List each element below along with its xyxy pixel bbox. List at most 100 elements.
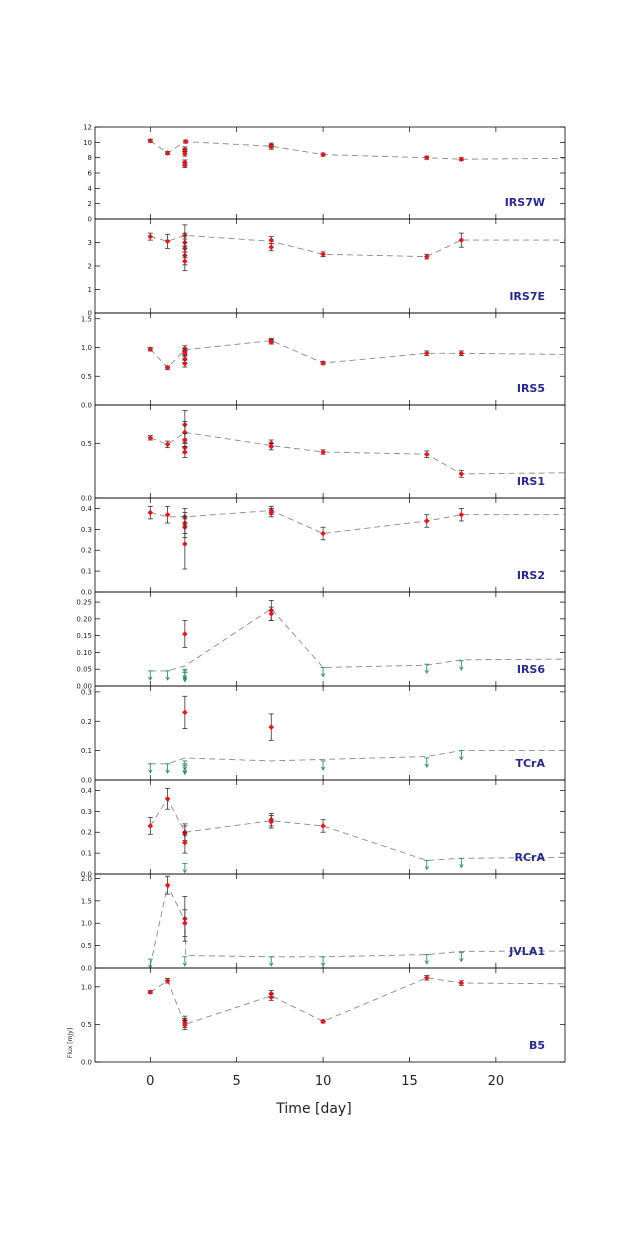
y-tick-label: 0.0 — [81, 495, 92, 503]
y-tick-label: 0.4 — [81, 787, 93, 795]
data-point — [164, 505, 171, 524]
panel-frame — [94, 967, 566, 1063]
data-point — [458, 508, 465, 522]
detection-marker — [458, 471, 465, 477]
y-tick-label: 0.3 — [81, 808, 92, 816]
detection-marker — [320, 530, 326, 537]
upper-limit-arrow — [320, 962, 326, 967]
detection-marker — [181, 360, 188, 367]
data-point — [147, 232, 154, 241]
detection-marker — [268, 994, 275, 1001]
data-point — [320, 1018, 326, 1025]
y-tick-label: 0.5 — [81, 440, 92, 448]
data-point — [164, 977, 171, 984]
upper-limit-arrow — [424, 960, 429, 965]
y-tick-label: 0.4 — [81, 505, 93, 513]
upper-limit — [458, 951, 464, 963]
panel-tcra: 0.0 0.1 0.2 0.3 TCrA — [81, 685, 566, 785]
detection-marker — [458, 511, 465, 518]
y-tick-label: 0.2 — [81, 829, 92, 837]
detection-marker — [164, 511, 171, 518]
upper-limit — [268, 956, 274, 967]
detection-marker — [181, 709, 188, 716]
data-point — [164, 875, 171, 895]
upper-limit — [182, 672, 188, 683]
data-point — [181, 695, 188, 729]
panel-label: IRS2 — [517, 569, 545, 582]
upper-limit-arrow — [165, 676, 170, 681]
panel-frame — [94, 404, 566, 499]
detection-marker — [164, 977, 171, 984]
detection-marker — [147, 509, 154, 516]
y-tick-label: 0.25 — [76, 599, 92, 607]
panel-label: IRS7W — [505, 196, 545, 209]
data-point — [181, 359, 188, 368]
y-tick-label: 0.2 — [81, 718, 92, 726]
detection-marker — [164, 238, 171, 245]
x-tick-label: 5 — [233, 1074, 241, 1089]
y-tick-label: 10 — [83, 139, 92, 147]
upper-limit — [424, 757, 430, 768]
data-point — [458, 232, 465, 248]
x-tick-label: 10 — [315, 1074, 332, 1089]
detection-marker — [320, 251, 326, 258]
x-tick-label: 0 — [146, 1074, 154, 1089]
panel-frame — [94, 312, 566, 406]
detection-marker — [320, 1018, 326, 1025]
upper-limit-arrow — [320, 766, 326, 771]
detection-marker — [268, 818, 275, 825]
y-tick-label: 0.2 — [81, 547, 92, 555]
detection-marker — [147, 823, 154, 829]
upper-limit — [147, 763, 153, 774]
upper-limit — [182, 956, 188, 967]
y-tick-label: 0.0 — [81, 777, 92, 785]
model-line — [149, 883, 566, 966]
data-point — [458, 156, 465, 163]
y-axis-title: Flux [mJy] — [67, 1028, 74, 1058]
detection-marker — [458, 980, 465, 986]
model-line — [149, 340, 566, 369]
y-tick-label: 6 — [88, 170, 93, 178]
y-tick-label: 12 — [83, 124, 92, 132]
data-point — [268, 713, 275, 741]
data-point — [181, 251, 188, 272]
detection-marker — [320, 360, 326, 366]
data-point — [423, 450, 430, 458]
data-point — [268, 606, 275, 621]
panel-frame — [94, 873, 566, 969]
model-line — [150, 750, 565, 765]
detection-marker — [268, 443, 275, 450]
y-tick-label: 2 — [88, 200, 92, 208]
data-point — [268, 243, 275, 252]
panel-label: IRS5 — [517, 382, 545, 395]
detection-marker — [164, 795, 171, 802]
upper-limit-arrow — [148, 676, 153, 681]
upper-limit-arrow — [182, 678, 188, 683]
upper-limit — [320, 667, 326, 678]
y-tick-label: 0.1 — [81, 747, 92, 755]
upper-limit-arrow — [182, 962, 188, 967]
data-point — [268, 993, 275, 1001]
y-tick-label: 0 — [88, 216, 92, 224]
upper-limit-arrow — [424, 763, 429, 768]
y-tick-label: 2 — [88, 263, 92, 271]
panel-irs7w: 0 2 4 6 8 10 12 IRS7W — [83, 124, 566, 224]
data-point — [423, 974, 430, 981]
data-point — [181, 162, 188, 169]
x-tick-label: 20 — [488, 1074, 505, 1089]
data-point — [164, 150, 171, 156]
data-point — [268, 236, 275, 245]
detection-marker — [423, 253, 430, 260]
data-point — [423, 514, 430, 528]
detection-marker — [423, 154, 430, 161]
data-point — [458, 980, 465, 986]
y-tick-label: 0.0 — [81, 1059, 92, 1067]
panel-label: IRS1 — [517, 475, 545, 488]
detection-marker — [181, 258, 188, 265]
y-tick-label: 0.5 — [81, 373, 92, 381]
upper-limit-arrow — [320, 673, 326, 678]
data-point — [320, 449, 326, 455]
data-point — [458, 350, 465, 357]
data-point — [268, 508, 275, 518]
upper-limit-arrow — [182, 771, 188, 776]
